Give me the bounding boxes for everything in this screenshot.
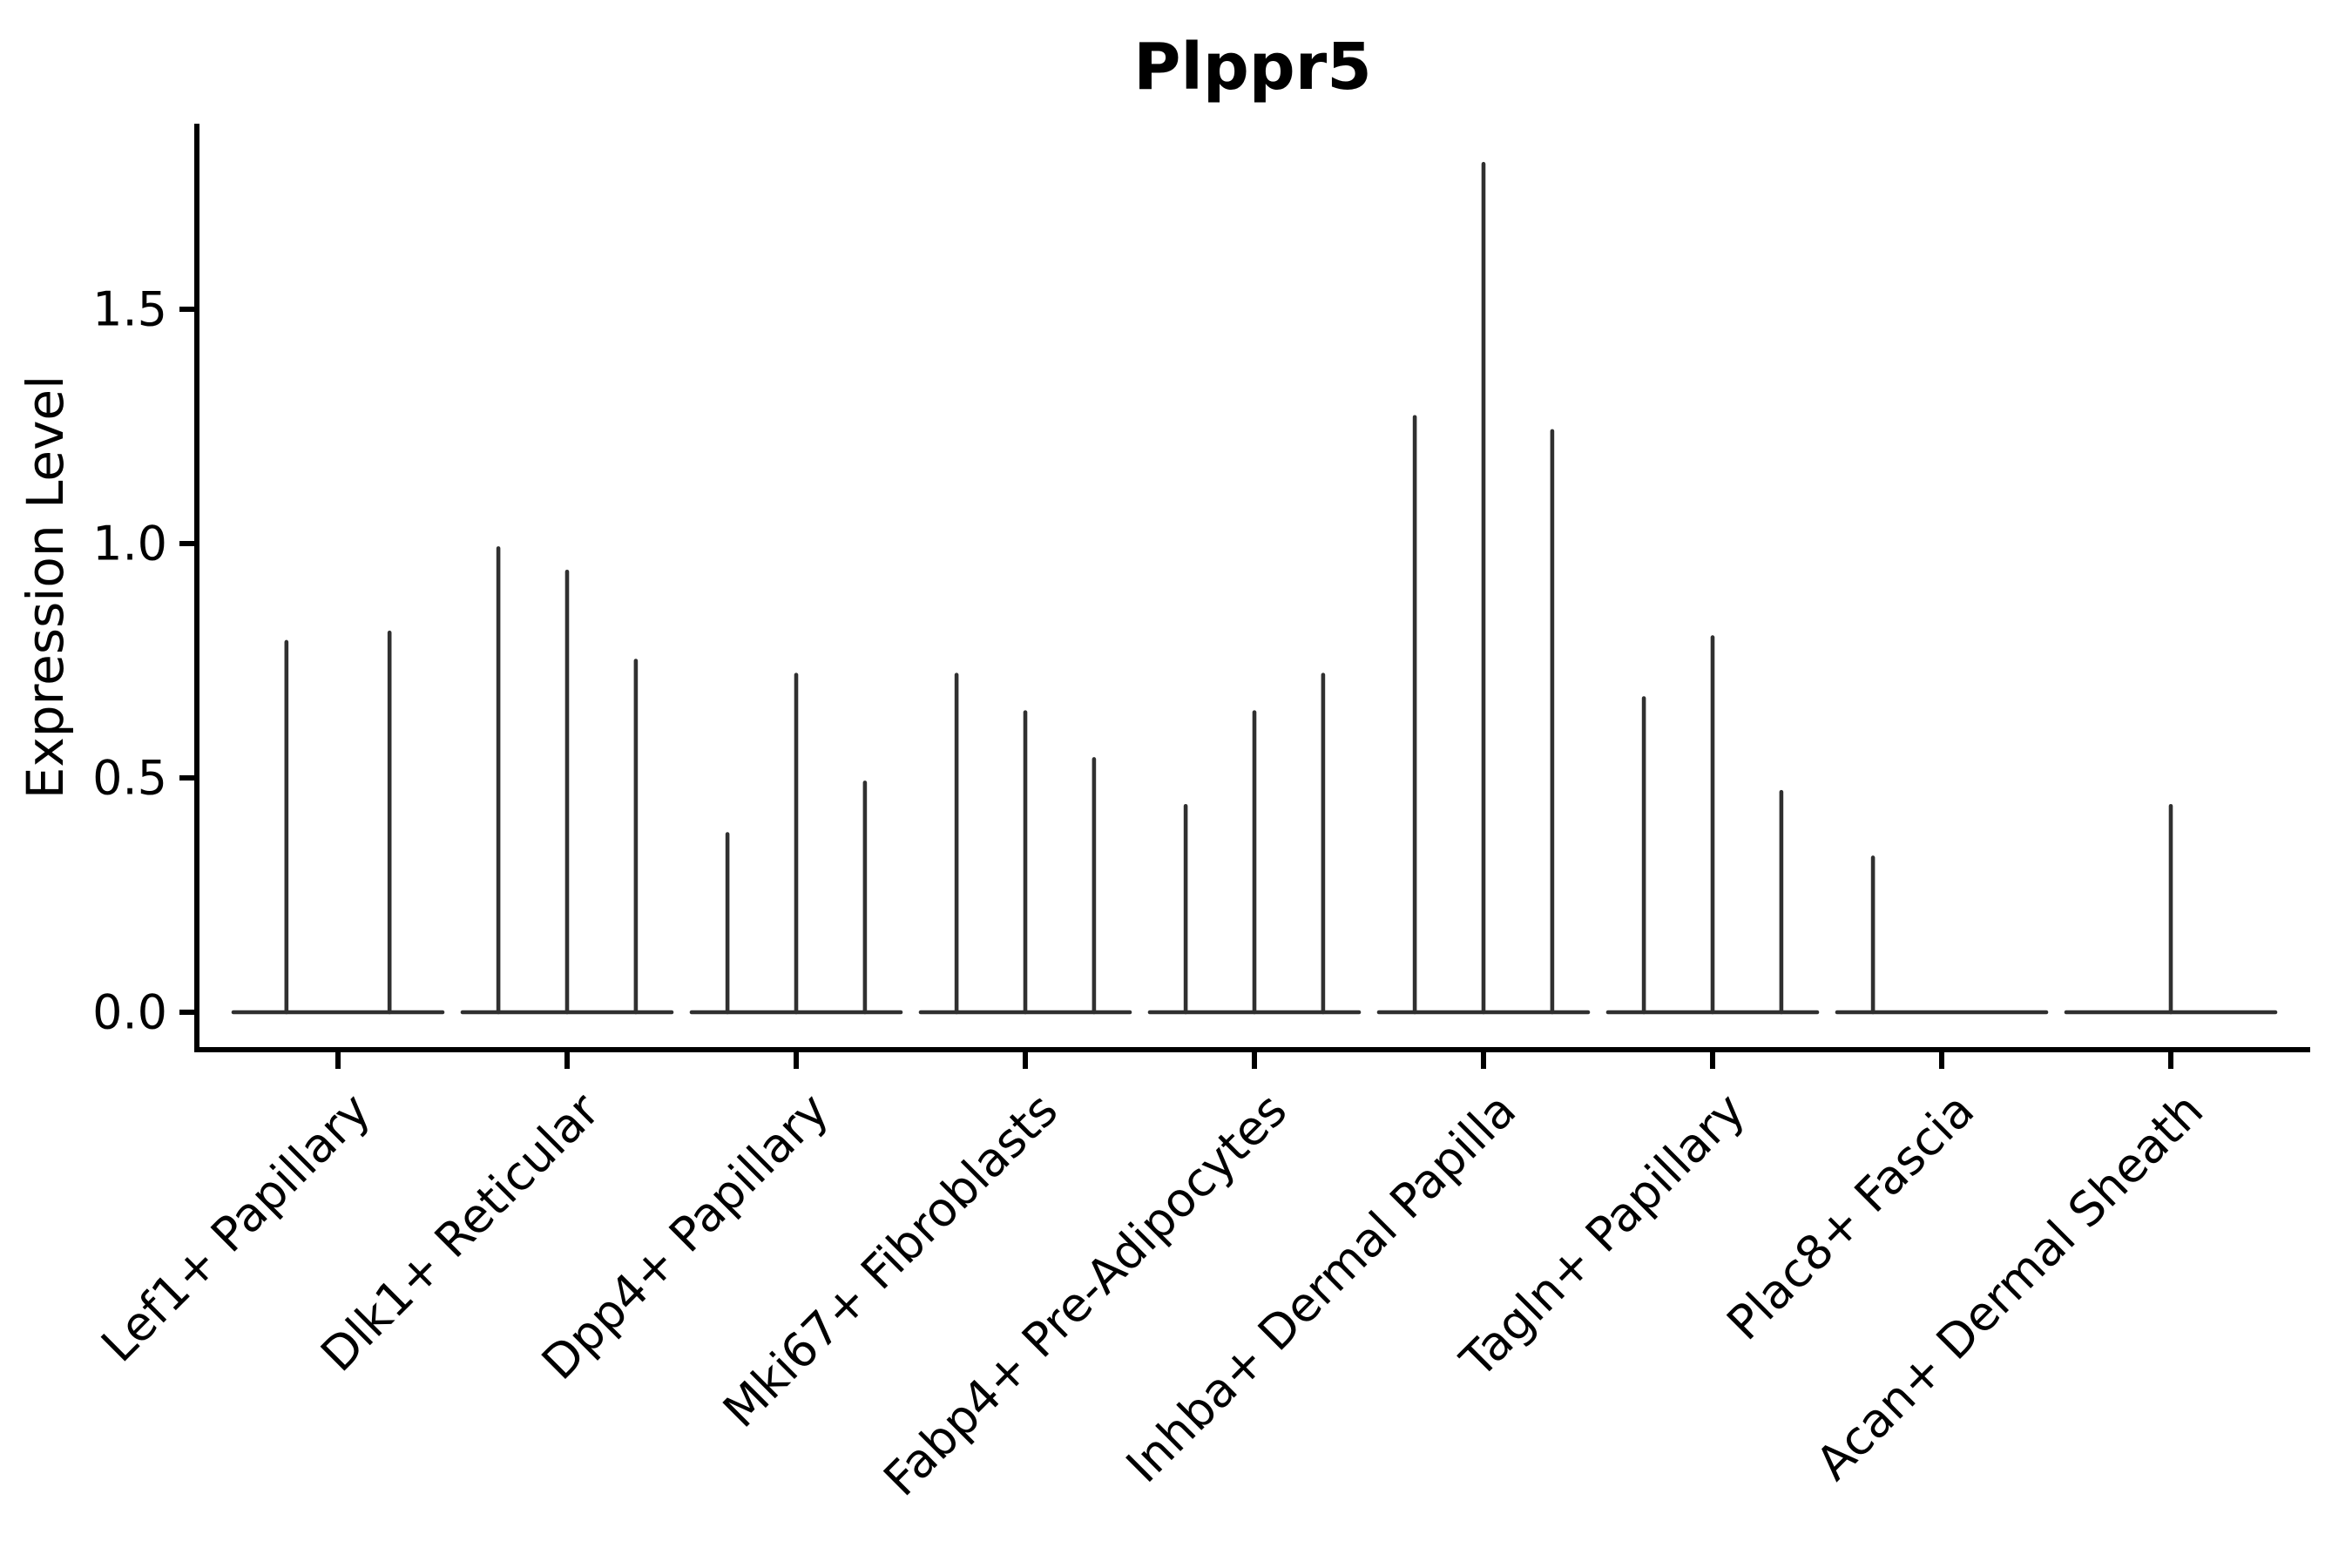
y-tick-label: 0.0: [92, 985, 167, 1040]
violin-group: [689, 672, 903, 1015]
y-tick-label: 1.0: [92, 517, 167, 571]
violin-group: [231, 630, 445, 1015]
y-axis-label: Expression Level: [16, 375, 75, 799]
x-tick-label: Plac8+ Fascia: [1716, 1083, 1984, 1351]
y-tick-label: 1.5: [92, 282, 167, 337]
violin-group: [460, 546, 674, 1015]
chart-title: Plppr5: [1133, 30, 1372, 105]
y-axis-ticks: 0.0 0.5 1.0 1.5: [92, 282, 197, 1040]
violin-group: [1147, 672, 1362, 1015]
violin-group: [1605, 635, 1820, 1015]
violin-group: [918, 672, 1132, 1015]
x-tick-label: Inhba+ Dermal Papilla: [1116, 1083, 1526, 1493]
y-tick-label: 0.5: [92, 751, 167, 806]
x-tick-label: Acan+ Dermal Sheath: [1806, 1083, 2213, 1490]
violin-group: [1376, 161, 1591, 1015]
violin-group: [1835, 855, 2049, 1015]
violins-layer: [231, 161, 2278, 1015]
x-tick-label: Fabp4+ Pre-Adipocytes: [873, 1083, 1297, 1507]
violin-group: [2064, 803, 2278, 1015]
